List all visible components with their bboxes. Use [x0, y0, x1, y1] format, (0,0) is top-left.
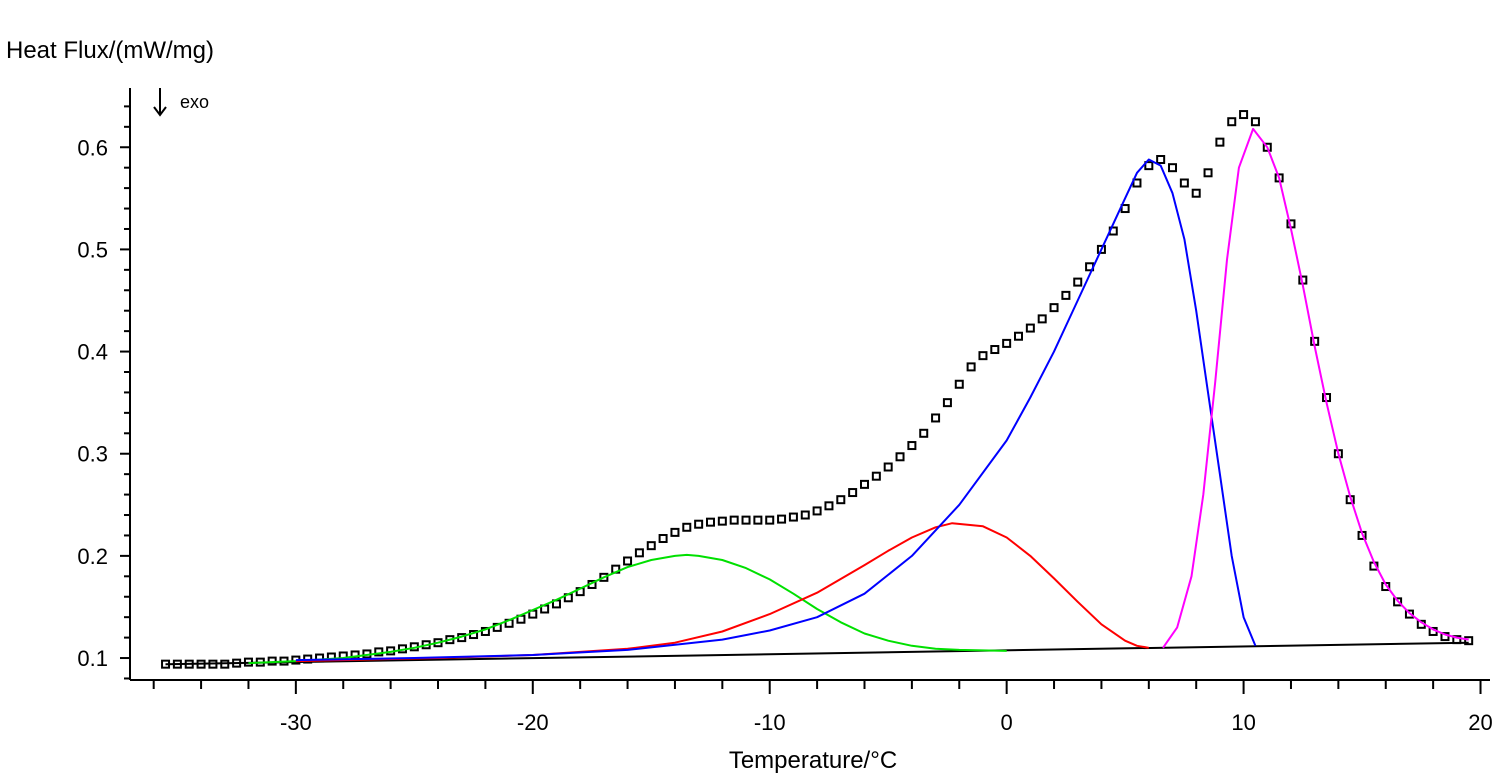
- data-point: [670, 527, 680, 537]
- x-tick-label: 20: [1468, 710, 1492, 735]
- data-point: [966, 362, 976, 372]
- data-point: [1440, 632, 1450, 642]
- data-point: [374, 647, 384, 657]
- x-tick-label: 10: [1231, 710, 1255, 735]
- annotation: exo: [180, 92, 209, 112]
- data-point: [848, 488, 858, 498]
- data-point: [919, 428, 929, 438]
- y-tick-label: 0.3: [77, 442, 108, 467]
- data-point: [812, 506, 822, 516]
- data-point: [954, 379, 964, 389]
- data-point: [800, 510, 810, 520]
- data-point: [871, 471, 881, 481]
- y-tick-label: 0.1: [77, 646, 108, 671]
- data-point: [1250, 117, 1260, 127]
- data-point: [1156, 155, 1166, 165]
- data-point: [1464, 636, 1474, 646]
- data-point: [1061, 290, 1071, 300]
- data-point: [741, 515, 751, 525]
- data-point: [694, 519, 704, 529]
- data-point: [1014, 331, 1024, 341]
- fit-curve: [165, 641, 1469, 666]
- data-point: [942, 398, 952, 408]
- fit-curve: [1162, 127, 1469, 649]
- x-tick-label: -10: [754, 710, 786, 735]
- data-point: [634, 548, 644, 558]
- data-point: [646, 541, 656, 551]
- fit-curve: [295, 158, 1257, 662]
- y-axis-label: Heat Flux/(mW/mg): [6, 37, 214, 64]
- data-point: [777, 514, 787, 524]
- data-point: [1120, 204, 1130, 214]
- data-point: [1179, 178, 1189, 188]
- data-point: [883, 462, 893, 472]
- data-point: [836, 495, 846, 505]
- data-point: [682, 522, 692, 532]
- data-point: [907, 441, 917, 451]
- data-point: [824, 501, 834, 511]
- data-point: [1049, 303, 1059, 313]
- x-tick-label: 0: [1001, 710, 1013, 735]
- data-point: [1073, 277, 1083, 287]
- data-point: [788, 512, 798, 522]
- data-point: [1239, 110, 1249, 120]
- exo-arrow: [153, 88, 167, 117]
- x-tick-label: -20: [517, 710, 549, 735]
- data-point: [859, 479, 869, 489]
- data-point: [717, 516, 727, 526]
- data-point: [765, 515, 775, 525]
- data-point: [623, 556, 633, 566]
- data-point: [1168, 163, 1178, 173]
- fit-curve: [248, 553, 1007, 665]
- y-tick-label: 0.2: [77, 544, 108, 569]
- data-point: [1144, 161, 1154, 171]
- data-point: [1025, 323, 1035, 333]
- y-tick-label: 0.4: [77, 340, 108, 365]
- x-tick-label: -30: [280, 710, 312, 735]
- y-tick-label: 0.5: [77, 237, 108, 262]
- data-point: [1203, 168, 1213, 178]
- data-point: [705, 517, 715, 527]
- data-point: [1191, 188, 1201, 198]
- x-axis-label: Temperature/°C: [729, 747, 897, 774]
- data-point: [753, 515, 763, 525]
- data-point: [895, 452, 905, 462]
- data-point: [1037, 314, 1047, 324]
- data-point: [978, 351, 988, 361]
- data-point: [931, 413, 941, 423]
- data-point: [1002, 338, 1012, 348]
- y-tick-label: 0.6: [77, 135, 108, 160]
- data-point: [1227, 117, 1237, 127]
- data-point: [1132, 178, 1142, 188]
- fit-curve: [295, 522, 1149, 663]
- data-point: [729, 515, 739, 525]
- data-point: [658, 534, 668, 544]
- data-point: [990, 345, 1000, 355]
- data-point: [1215, 137, 1225, 147]
